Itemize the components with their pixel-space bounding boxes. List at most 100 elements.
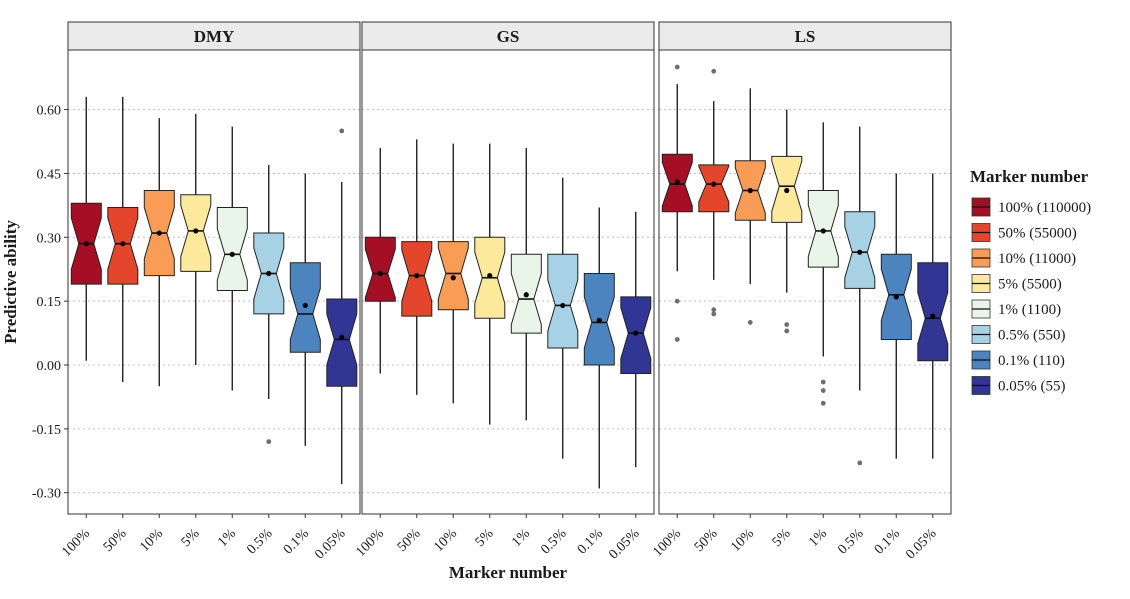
- mean-point: [857, 249, 863, 255]
- box-ls-6: [880, 173, 912, 459]
- box-gs-6: [583, 207, 615, 489]
- legend-entry-label: 5% (5500): [998, 277, 1062, 293]
- x-tick-label: 5%: [179, 526, 203, 550]
- box-ls-1: [698, 68, 730, 317]
- outlier-point: [820, 400, 826, 406]
- outlier-point: [674, 337, 680, 342]
- y-tick-label: 0.00: [37, 359, 62, 374]
- outlier-point: [339, 128, 345, 134]
- legend-entry-label: 1% (1100): [998, 302, 1061, 318]
- notched-box: [547, 253, 579, 349]
- box-ls-5: [844, 126, 876, 466]
- mean-point: [711, 181, 717, 187]
- x-tick-label: 0.5%: [244, 526, 275, 557]
- mean-point: [747, 187, 753, 194]
- box-dmy-0: [70, 96, 102, 361]
- x-axis-title: Marker number: [449, 563, 568, 582]
- mean-point: [784, 187, 790, 194]
- x-tick-label: 0.5%: [835, 526, 866, 557]
- box-ls-0: [661, 64, 693, 342]
- panel-dmy: DMY 100% 50% 10% 5% 1% 0.5% 0.1% 0.05%: [59, 21, 361, 562]
- notched-box: [364, 236, 396, 302]
- outlier-point: [784, 328, 790, 334]
- x-tick-label: 50%: [395, 526, 424, 555]
- mean-point: [414, 273, 420, 279]
- outlier-point: [820, 379, 826, 385]
- mean-point: [339, 334, 345, 340]
- x-tick-label: 0.05%: [312, 526, 348, 562]
- facet-strip: [67, 21, 361, 51]
- box-dmy-1: [107, 96, 139, 383]
- x-tick-label: 100%: [353, 526, 387, 560]
- outlier-point: [857, 460, 863, 466]
- x-tick-label: 0.5%: [538, 526, 569, 557]
- box-gs-5: [547, 177, 579, 459]
- box-dmy-7: [326, 128, 358, 485]
- panel-border: [658, 49, 952, 515]
- notched-box: [326, 298, 358, 387]
- box-dmy-5: [253, 164, 285, 445]
- legend-entry-label: 50% (55000): [998, 226, 1077, 242]
- x-tick-label: 0.05%: [903, 526, 939, 562]
- facet-strip-label: GS: [497, 27, 520, 46]
- mean-point: [820, 228, 826, 234]
- box-gs-1: [401, 139, 433, 395]
- notched-box: [401, 241, 433, 317]
- mean-point: [377, 270, 383, 277]
- facet-strip-label: DMY: [194, 27, 235, 46]
- outlier-point: [711, 311, 717, 317]
- y-axis-title: Predictive ability: [1, 220, 20, 344]
- mean-point: [633, 330, 639, 336]
- mean-point: [302, 302, 308, 309]
- box-gs-3: [474, 143, 506, 425]
- notched-box: [698, 164, 730, 213]
- outlier-point: [784, 322, 790, 327]
- mean-point: [83, 241, 89, 247]
- notched-box: [917, 262, 949, 362]
- x-tick-label: 50%: [692, 526, 721, 555]
- mean-point: [560, 302, 566, 309]
- panel-border: [361, 49, 655, 515]
- x-tick-label: 0.1%: [872, 526, 903, 557]
- box-dmy-3: [180, 113, 212, 366]
- box-ls-4: [807, 122, 839, 406]
- x-tick-label: 1%: [806, 526, 830, 550]
- legend-title: Marker number: [970, 167, 1089, 186]
- mean-point: [523, 292, 529, 298]
- legend-entry-label: 100% (110000): [998, 200, 1091, 216]
- mean-point: [450, 275, 456, 281]
- y-tick-label: 0.30: [37, 231, 62, 246]
- box-ls-7: [917, 173, 949, 459]
- x-tick-label: 50%: [101, 526, 130, 555]
- box-gs-2: [437, 143, 469, 404]
- y-tick-label: 0.15: [37, 295, 62, 310]
- outlier-point: [711, 68, 717, 74]
- x-tick-label: 100%: [650, 526, 684, 560]
- mean-point: [674, 179, 680, 185]
- x-tick-label: 0.1%: [575, 526, 606, 557]
- y-axis: 0.60 0.45 0.30 0.15 0.00 -0.15 -0.30: [32, 104, 68, 502]
- box-ls-3: [771, 109, 803, 334]
- x-tick-label: 5%: [473, 526, 497, 550]
- x-tick-label: 1%: [215, 526, 239, 550]
- outlier-point: [674, 64, 680, 70]
- y-tick-label: -0.15: [32, 423, 61, 438]
- y-tick-label: -0.30: [32, 487, 61, 502]
- mean-point: [487, 273, 493, 279]
- legend-entry-label: 0.1% (110): [998, 353, 1065, 369]
- y-tick-label: 0.60: [37, 104, 62, 119]
- facet-strip-label: LS: [795, 27, 816, 46]
- box-gs-4: [510, 147, 542, 421]
- mean-point: [596, 317, 602, 323]
- x-tick-label: 10%: [728, 526, 757, 555]
- x-tick-label: 10%: [137, 526, 166, 555]
- outlier-point: [747, 320, 753, 325]
- outlier-point: [820, 388, 826, 393]
- legend-entry-label: 0.05% (55): [998, 379, 1066, 395]
- box-ls-2: [734, 88, 766, 325]
- x-tick-label: 0.1%: [281, 526, 312, 557]
- mean-point: [229, 251, 235, 257]
- mean-point: [193, 228, 199, 234]
